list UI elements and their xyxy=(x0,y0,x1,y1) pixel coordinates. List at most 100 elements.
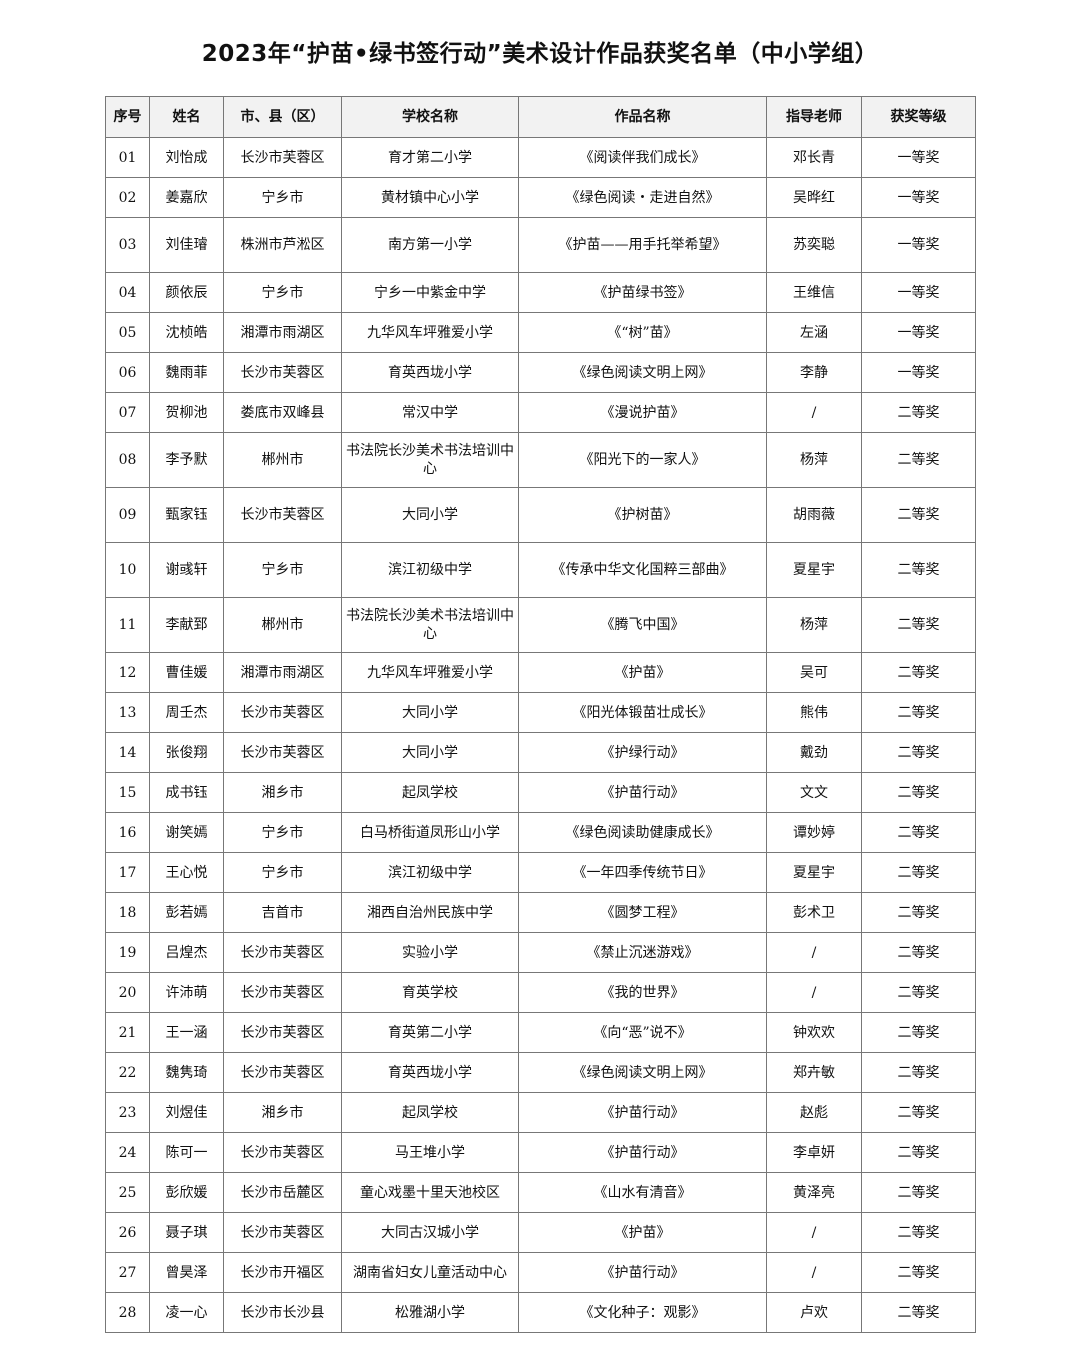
cell-name: 周壬杰 xyxy=(149,692,224,733)
cell-work: 《护苗》 xyxy=(518,652,767,693)
cell-work: 《护苗行动》 xyxy=(518,1092,767,1133)
cell-region: 长沙市长沙县 xyxy=(223,1292,342,1333)
cell-index: 23 xyxy=(105,1092,150,1133)
cell-award: 二等奖 xyxy=(861,892,976,933)
cell-index: 10 xyxy=(105,542,150,598)
cell-award: 二等奖 xyxy=(861,1012,976,1053)
cell-teacher: / xyxy=(766,932,862,973)
cell-name: 甄家钰 xyxy=(149,487,224,543)
cell-index: 09 xyxy=(105,487,150,543)
cell-region: 长沙市芙蓉区 xyxy=(223,732,342,773)
header-award: 获奖等级 xyxy=(861,96,976,138)
cell-index: 26 xyxy=(105,1212,150,1253)
cell-teacher: / xyxy=(766,1252,862,1293)
table-row: 09 甄家钰 长沙市芙蓉区 大同小学 《护树苗》 胡雨薇 二等奖 xyxy=(105,487,976,543)
cell-work: 《我的世界》 xyxy=(518,972,767,1013)
cell-work: 《护苗行动》 xyxy=(518,772,767,813)
table-row: 27 曾昊泽 长沙市开福区 湖南省妇女儿童活动中心 《护苗行动》 / 二等奖 xyxy=(105,1252,976,1293)
header-school: 学校名称 xyxy=(341,96,519,138)
cell-award: 二等奖 xyxy=(861,542,976,598)
cell-index: 18 xyxy=(105,892,150,933)
cell-award: 二等奖 xyxy=(861,1252,976,1293)
cell-work: 《护苗行动》 xyxy=(518,1132,767,1173)
cell-index: 27 xyxy=(105,1252,150,1293)
cell-index: 21 xyxy=(105,1012,150,1053)
cell-work: 《绿色阅读文明上网》 xyxy=(518,352,767,393)
cell-region: 吉首市 xyxy=(223,892,342,933)
cell-region: 长沙市岳麓区 xyxy=(223,1172,342,1213)
cell-index: 05 xyxy=(105,312,150,353)
cell-award: 二等奖 xyxy=(861,932,976,973)
cell-work: 《阳光体锻苗壮成长》 xyxy=(518,692,767,733)
cell-award: 二等奖 xyxy=(861,1092,976,1133)
cell-name: 张俊翔 xyxy=(149,732,224,773)
cell-school: 大同小学 xyxy=(341,732,519,773)
cell-name: 颜依辰 xyxy=(149,272,224,313)
cell-award: 二等奖 xyxy=(861,692,976,733)
cell-region: 长沙市芙蓉区 xyxy=(223,487,342,543)
cell-teacher: 杨萍 xyxy=(766,597,862,653)
cell-work: 《腾飞中国》 xyxy=(518,597,767,653)
header-teacher: 指导老师 xyxy=(766,96,862,138)
header-work: 作品名称 xyxy=(518,96,767,138)
cell-index: 12 xyxy=(105,652,150,693)
cell-award: 二等奖 xyxy=(861,1132,976,1173)
cell-teacher: 吴晔红 xyxy=(766,177,862,218)
table-row: 08 李予默 郴州市 书法院长沙美术书法培训中心 《阳光下的一家人》 杨萍 二等奖 xyxy=(105,432,976,488)
cell-school: 滨江初级中学 xyxy=(341,852,519,893)
cell-award: 二等奖 xyxy=(861,1052,976,1093)
cell-region: 湘乡市 xyxy=(223,772,342,813)
table-row: 07 贺柳池 娄底市双峰县 常汉中学 《漫说护苗》 / 二等奖 xyxy=(105,392,976,433)
cell-award: 一等奖 xyxy=(861,137,976,178)
cell-teacher: / xyxy=(766,972,862,1013)
cell-index: 02 xyxy=(105,177,150,218)
cell-school: 育英第二小学 xyxy=(341,1012,519,1053)
cell-region: 长沙市芙蓉区 xyxy=(223,137,342,178)
cell-award: 一等奖 xyxy=(861,312,976,353)
table-row: 26 聂子琪 长沙市芙蓉区 大同古汉城小学 《护苗》 / 二等奖 xyxy=(105,1212,976,1253)
cell-region: 娄底市双峰县 xyxy=(223,392,342,433)
cell-region: 湘潭市雨湖区 xyxy=(223,312,342,353)
table-row: 14 张俊翔 长沙市芙蓉区 大同小学 《护绿行动》 戴劲 二等奖 xyxy=(105,732,976,773)
cell-school: 起凤学校 xyxy=(341,772,519,813)
cell-work: 《一年四季传统节日》 xyxy=(518,852,767,893)
cell-school: 马王堆小学 xyxy=(341,1132,519,1173)
cell-index: 17 xyxy=(105,852,150,893)
cell-teacher: 李卓妍 xyxy=(766,1132,862,1173)
cell-index: 25 xyxy=(105,1172,150,1213)
table-row: 06 魏雨菲 长沙市芙蓉区 育英西垅小学 《绿色阅读文明上网》 李静 一等奖 xyxy=(105,352,976,393)
cell-work: 《绿色阅读助健康成长》 xyxy=(518,812,767,853)
cell-teacher: / xyxy=(766,392,862,433)
cell-teacher: 夏星宇 xyxy=(766,542,862,598)
table-row: 28 凌一心 长沙市长沙县 松雅湖小学 《文化种子：观影》 卢欢 二等奖 xyxy=(105,1292,976,1333)
cell-award: 二等奖 xyxy=(861,652,976,693)
cell-teacher: 邓长青 xyxy=(766,137,862,178)
cell-teacher: 杨萍 xyxy=(766,432,862,488)
cell-region: 长沙市芙蓉区 xyxy=(223,972,342,1013)
table-row: 23 刘煜佳 湘乡市 起凤学校 《护苗行动》 赵彪 二等奖 xyxy=(105,1092,976,1133)
cell-teacher: 左涵 xyxy=(766,312,862,353)
cell-school: 南方第一小学 xyxy=(341,217,519,273)
cell-name: 成书钰 xyxy=(149,772,224,813)
cell-index: 07 xyxy=(105,392,150,433)
cell-school: 九华风车坪雅爱小学 xyxy=(341,312,519,353)
table-row: 12 曹佳媛 湘潭市雨湖区 九华风车坪雅爱小学 《护苗》 吴可 二等奖 xyxy=(105,652,976,693)
cell-name: 曾昊泽 xyxy=(149,1252,224,1293)
cell-teacher: 文文 xyxy=(766,772,862,813)
cell-region: 宁乡市 xyxy=(223,272,342,313)
award-table: 序号 姓名 市、县（区） 学校名称 作品名称 指导老师 获奖等级 01 刘怡成 长沙… xyxy=(105,96,976,1333)
cell-work: 《“树”苗》 xyxy=(518,312,767,353)
cell-award: 二等奖 xyxy=(861,732,976,773)
cell-school: 松雅湖小学 xyxy=(341,1292,519,1333)
cell-index: 14 xyxy=(105,732,150,773)
cell-award: 二等奖 xyxy=(861,597,976,653)
table-row: 20 许沛萌 长沙市芙蓉区 育英学校 《我的世界》 / 二等奖 xyxy=(105,972,976,1013)
cell-teacher: / xyxy=(766,1212,862,1253)
cell-award: 一等奖 xyxy=(861,352,976,393)
cell-school: 育英西垅小学 xyxy=(341,1052,519,1093)
cell-region: 宁乡市 xyxy=(223,177,342,218)
cell-name: 魏雨菲 xyxy=(149,352,224,393)
cell-name: 魏隽琦 xyxy=(149,1052,224,1093)
table-row: 03 刘佳璿 株洲市芦淞区 南方第一小学 《护苗——用手托举希望》 苏奕聪 一等奖 xyxy=(105,217,976,273)
cell-work: 《护树苗》 xyxy=(518,487,767,543)
